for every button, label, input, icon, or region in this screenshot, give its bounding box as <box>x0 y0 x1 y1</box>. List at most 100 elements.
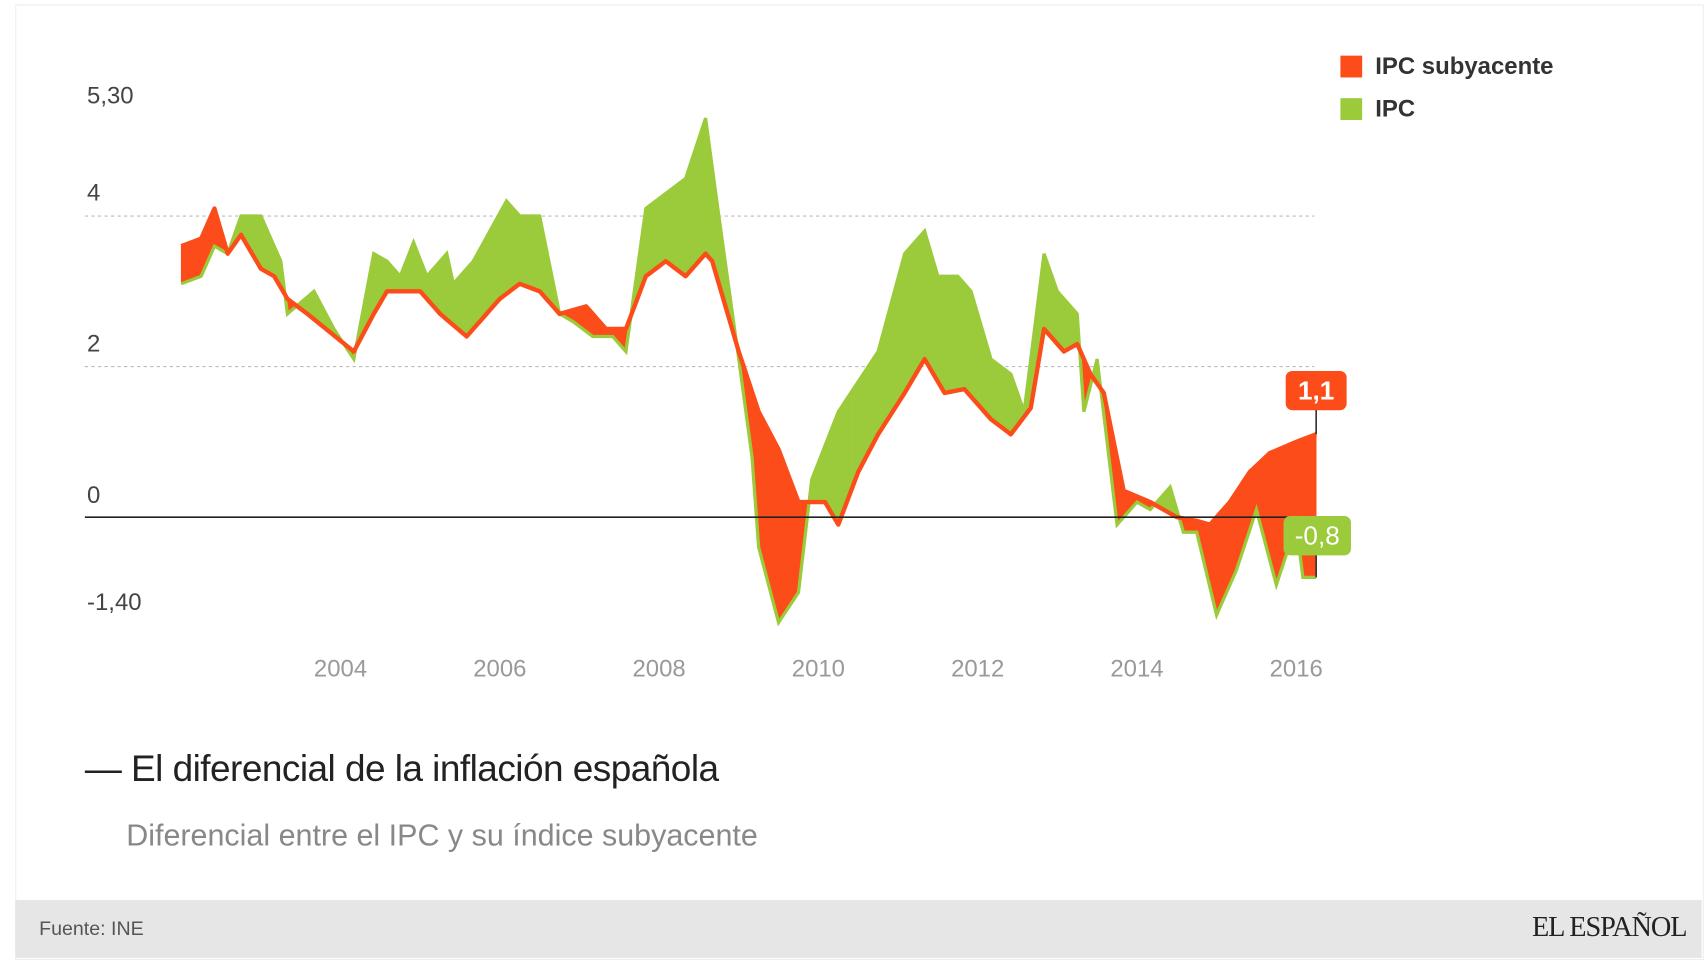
x-tick-label: 2004 <box>314 655 367 682</box>
core-area-segment <box>184 243 189 283</box>
ipc-area-segment <box>688 158 693 274</box>
legend-swatch-red <box>1340 55 1363 78</box>
ipc-area-segment <box>837 405 842 525</box>
core-area-segment <box>768 430 773 598</box>
ipc-area-segment <box>459 271 464 335</box>
ipc-area-segment <box>993 360 998 425</box>
ipc-area-segment <box>443 252 448 321</box>
ipc-area-segment <box>526 215 531 289</box>
core-area-segment <box>778 449 783 624</box>
brand-logo: EL ESPAÑOL <box>1531 910 1688 943</box>
ipc-area-segment <box>691 148 696 270</box>
core-area-segment <box>1229 495 1234 586</box>
ipc-area-segment <box>871 355 876 448</box>
core-area-segment <box>1216 512 1221 616</box>
ipc-area-segment <box>861 370 866 466</box>
ipc-area-segment <box>456 275 461 332</box>
core-area-segment <box>197 238 202 278</box>
x-tick-label: 2008 <box>632 655 685 682</box>
core-area-segment <box>1302 437 1307 578</box>
ipc-area-segment <box>897 265 902 405</box>
ipc-area-segment <box>685 168 690 278</box>
ipc-area-segment <box>854 380 859 481</box>
ipc-area-segment <box>675 182 680 272</box>
ipc-area-segment <box>901 253 905 400</box>
core-line <box>180 206 1317 527</box>
ipc-area-segment <box>847 390 852 499</box>
ipc-area-segment <box>844 395 849 508</box>
ipc-area-segment <box>851 385 856 490</box>
ipc-area-segment <box>655 197 660 270</box>
ipc-area-segment <box>1066 301 1071 351</box>
ipc-area-segment <box>672 185 677 270</box>
ipc-area-segment <box>997 363 1002 428</box>
ipc-area-segment <box>652 200 657 272</box>
ipc-area-segment <box>658 195 663 267</box>
chart-title-text: El diferencial de la inflación española <box>131 748 719 790</box>
legend-label: IPC subyacente <box>1375 52 1554 80</box>
ipc-area-segment <box>532 215 537 291</box>
ipc-area-segment <box>512 207 517 290</box>
ipc-area-segment <box>662 192 667 265</box>
core-area-segment <box>784 466 789 614</box>
core-end-label: 1,1 <box>1298 375 1334 405</box>
ipc-area-segment <box>917 233 922 372</box>
core-area-segment <box>1219 508 1224 608</box>
ipc-area-segment <box>665 190 670 265</box>
x-tick-label: 2006 <box>473 655 526 682</box>
x-tick-label: 2014 <box>1110 655 1163 682</box>
core-area-segment <box>194 239 199 280</box>
ipc-area-segment <box>516 211 521 287</box>
x-tick-label: 2012 <box>951 655 1004 682</box>
ipc-area-segment <box>831 420 836 521</box>
ipc-area-segment <box>701 118 706 259</box>
ipc-area-segment <box>499 206 504 300</box>
ipc-area-segment <box>907 245 912 389</box>
footer: Fuente: INE EL ESPAÑOL <box>15 900 1702 958</box>
legend-label: IPC <box>1375 94 1416 123</box>
core-area-segment <box>190 240 195 281</box>
core-area-segment <box>1232 490 1237 578</box>
chart-title: — El diferencial de la inflación español… <box>84 748 719 790</box>
ipc-area-segment <box>887 302 892 420</box>
core-area-segment <box>774 442 779 623</box>
ipc-area-segment <box>954 275 959 392</box>
ipc-area-segment <box>834 411 839 526</box>
ipc-end-label: -0,8 <box>1295 520 1340 550</box>
ipc-area-segment <box>964 282 969 394</box>
ipc-area-segment <box>934 264 939 383</box>
ipc-area-segment <box>486 230 491 315</box>
ipc-area-segment <box>990 358 995 423</box>
ipc-area-segment <box>828 428 832 515</box>
chart-card <box>15 4 1704 960</box>
ipc-area-segment <box>469 260 474 334</box>
ipc-area-segment <box>967 286 972 398</box>
legend-item-ipc-subyacente: IPC subyacente <box>1340 52 1553 80</box>
core-area-segment <box>1269 451 1274 573</box>
legend-item-ipc: IPC <box>1340 95 1415 123</box>
ipc-area-segment <box>466 264 471 338</box>
ipc-area-segment <box>682 177 686 277</box>
x-tick-label: 2010 <box>792 655 845 682</box>
chart-subtitle: Diferencial entre el IPC y su índice sub… <box>126 818 758 853</box>
ipc-area-segment <box>930 253 935 378</box>
y-tick-label: -1,40 <box>87 589 142 616</box>
ipc-line <box>180 117 1317 627</box>
source-note: Fuente: INE <box>39 917 144 940</box>
ipc-area-segment <box>648 202 653 275</box>
core-end-badge <box>1285 370 1347 411</box>
y-tick-label: 5,30 <box>87 83 134 110</box>
ipc-area-segment <box>904 249 909 395</box>
y-tick-label: 0 <box>87 482 100 509</box>
ipc-area-segment <box>698 128 703 263</box>
ipc-area-segment <box>496 212 501 304</box>
core-area-segment <box>1279 447 1284 575</box>
ipc-area-segment <box>891 290 896 415</box>
core-area-segment <box>781 458 786 619</box>
ipc-area-segment <box>489 224 494 311</box>
ipc-area-segment <box>476 248 481 327</box>
ipc-area-segment <box>522 215 527 287</box>
ipc-area-segment <box>1007 370 1012 435</box>
core-area-segment <box>764 424 769 585</box>
